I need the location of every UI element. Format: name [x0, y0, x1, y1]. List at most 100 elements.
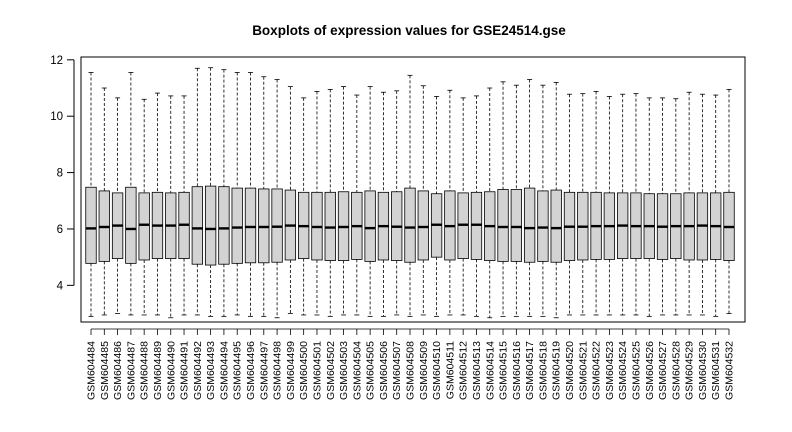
x-tick-label: GSM604524 [617, 341, 629, 400]
box-GSM604514 [484, 87, 496, 319]
x-tick-label: GSM604506 [378, 341, 390, 400]
x-tick-label: GSM604509 [418, 341, 430, 400]
box-GSM604524 [617, 93, 629, 316]
box-GSM604493 [204, 67, 217, 317]
box-GSM604496 [244, 72, 257, 317]
x-tick-label: GSM604487 [125, 341, 137, 400]
x-tick-label: GSM604497 [258, 341, 270, 400]
x-tick-label: GSM604520 [564, 341, 576, 400]
x-tick-label: GSM604491 [179, 341, 191, 400]
x-tick-label: GSM604519 [551, 341, 563, 400]
box-GSM604491 [178, 95, 190, 316]
iqr-box [537, 190, 549, 262]
iqr-box [523, 187, 536, 263]
iqr-box [244, 187, 257, 264]
box-GSM604506 [377, 91, 390, 317]
iqr-box [364, 190, 376, 262]
box-GSM604523 [603, 96, 616, 316]
iqr-box [510, 189, 522, 262]
iqr-box [417, 190, 429, 261]
y-axis: 4 6 8 10 12 [50, 55, 75, 292]
box-GSM604508 [404, 74, 416, 317]
x-tick-label: GSM604498 [272, 341, 284, 400]
x-tick-label: GSM604517 [524, 341, 536, 400]
y-tick-label: 8 [57, 168, 63, 180]
box-GSM604504 [351, 94, 363, 316]
iqr-box [191, 186, 203, 265]
x-tick-label: GSM604495 [232, 341, 244, 400]
box-GSM604497 [258, 76, 270, 317]
box-GSM604521 [577, 93, 589, 316]
x-tick-label: GSM604507 [391, 341, 403, 400]
x-tick-label: GSM604529 [684, 341, 696, 400]
box-GSM604502 [324, 89, 336, 317]
box-GSM604500 [298, 97, 310, 316]
box-GSM604526 [643, 97, 655, 317]
x-tick-label: GSM604510 [431, 341, 443, 400]
plot-frame [80, 56, 746, 323]
y-tick-label: 10 [50, 111, 63, 123]
x-axis-labels: GSM604484 GSM604485 GSM604486 GSM604487 GSM6… [86, 328, 736, 400]
x-tick-label: GSM604513 [471, 341, 483, 400]
x-tick-label: GSM604528 [670, 341, 682, 400]
box-GSM604494 [218, 69, 230, 317]
box-GSM604519 [550, 81, 562, 319]
box-GSM604527 [656, 97, 669, 316]
x-tick-label: GSM604499 [285, 341, 297, 400]
x-tick-label: GSM604525 [630, 341, 642, 400]
x-tick-label: GSM604532 [724, 341, 736, 400]
box-GSM604488 [138, 98, 150, 316]
y-tick-label: 4 [57, 280, 64, 292]
x-tick-label: GSM604503 [338, 341, 350, 400]
box-GSM604520 [563, 93, 576, 316]
box-GSM604495 [231, 72, 243, 316]
x-tick-label: GSM604522 [591, 341, 603, 400]
x-tick-label: GSM604490 [165, 341, 177, 400]
box-GSM604530 [696, 93, 709, 316]
box-GSM604518 [537, 84, 549, 317]
chart-title: Boxplots of expression values for GSE245… [252, 23, 566, 38]
x-tick-label: GSM604485 [99, 341, 111, 400]
x-tick-label: GSM604526 [644, 341, 656, 400]
iqr-box [204, 185, 217, 266]
box-GSM604498 [271, 79, 283, 319]
iqr-box [497, 189, 509, 262]
x-tick-label: GSM604516 [511, 341, 523, 400]
box-GSM604503 [337, 86, 350, 316]
x-tick-label: GSM604504 [351, 341, 363, 400]
box-GSM604489 [151, 92, 164, 316]
x-tick-label: GSM604531 [710, 341, 722, 400]
iqr-box [404, 187, 416, 263]
y-tick-label: 6 [57, 224, 63, 236]
box-GSM604490 [165, 95, 177, 319]
iqr-box [231, 187, 243, 264]
box-GSM604532 [723, 89, 735, 314]
x-tick-label: GSM604492 [192, 341, 204, 400]
box-GSM604531 [710, 94, 722, 317]
x-tick-label: GSM604523 [604, 341, 616, 400]
box-GSM604505 [364, 86, 376, 317]
x-tick-label: GSM604494 [218, 341, 230, 400]
x-tick-label: GSM604508 [405, 341, 417, 400]
y-tick-label: 12 [50, 55, 63, 67]
x-tick-label: GSM604493 [205, 341, 217, 400]
box-GSM604516 [510, 84, 522, 317]
box-GSM604511 [444, 89, 456, 316]
x-tick-label: GSM604527 [657, 341, 669, 400]
x-tick-label: GSM604501 [311, 341, 323, 400]
iqr-box [138, 192, 150, 261]
box-GSM604487 [125, 72, 137, 316]
x-tick-label: GSM604489 [152, 341, 164, 400]
x-tick-label: GSM604530 [697, 341, 709, 400]
iqr-box [218, 186, 230, 265]
x-tick-label: GSM604505 [365, 341, 377, 400]
iqr-box [125, 186, 137, 264]
box-GSM604509 [417, 85, 429, 316]
x-tick-label: GSM604518 [537, 341, 549, 400]
box-GSM604529 [683, 91, 695, 316]
boxes [85, 67, 735, 319]
box-GSM604507 [391, 90, 403, 316]
box-GSM604513 [470, 95, 483, 317]
x-tick-label: GSM604502 [325, 341, 337, 400]
